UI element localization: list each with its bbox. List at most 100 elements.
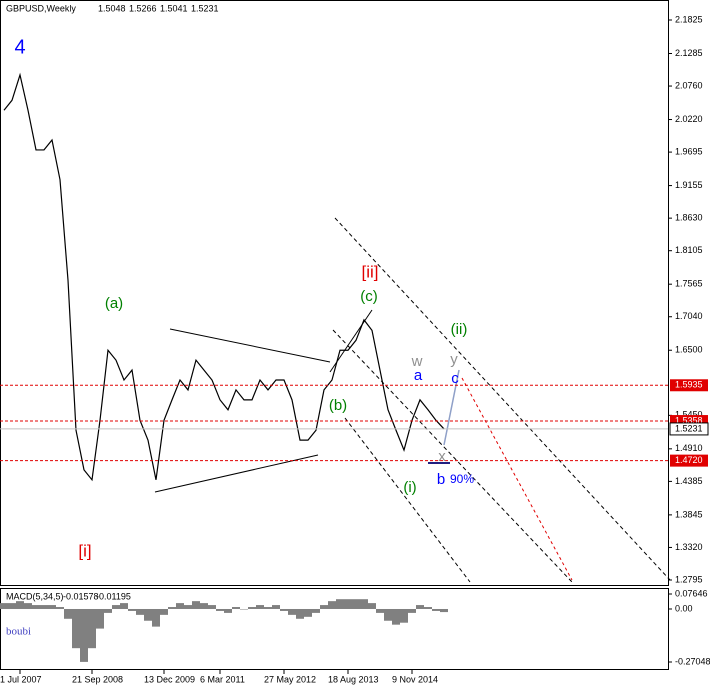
macd-bar	[96, 608, 104, 629]
macd-bar	[392, 608, 400, 625]
y-tick-label: 1.3845	[675, 509, 703, 519]
macd-bar	[88, 608, 96, 649]
macd-bar	[8, 603, 16, 609]
level-label: 1.4720	[675, 455, 703, 465]
wave-label: w	[411, 353, 423, 370]
wave-label: [ii]	[362, 262, 379, 281]
macd-bar	[232, 607, 240, 609]
triangle-line	[154, 454, 319, 493]
macd-title: MACD(5,34,5)	[6, 591, 64, 601]
macd-bar	[344, 599, 352, 609]
y-tick-label: 1.4910	[675, 443, 703, 453]
macd-bar	[272, 605, 280, 609]
y-tick-label: 0.00	[675, 603, 693, 613]
macd-bar	[104, 608, 112, 613]
macd-bar	[328, 601, 336, 609]
y-tick-label: 1.2795	[675, 574, 703, 584]
macd-bar	[136, 608, 144, 615]
wave-label: 4	[14, 36, 25, 58]
macd-bar	[48, 605, 56, 609]
macd-bar	[168, 607, 176, 609]
macd-bar	[432, 608, 440, 611]
y-tick-label: 0.07646	[675, 588, 708, 598]
y-tick-label: 1.6500	[675, 345, 703, 355]
y-tick-label: 1.7040	[675, 311, 703, 321]
projection-line	[461, 377, 573, 581]
y-tick-label: 2.0760	[675, 80, 703, 90]
y-tick-label: 1.8630	[675, 213, 703, 223]
macd-bar	[352, 599, 360, 609]
macd-bar	[152, 608, 160, 627]
current-price-label: 1.5231	[675, 423, 703, 433]
header: GBPUSD,Weekly 1.5048 1.5266 1.5041 1.523…	[6, 3, 219, 637]
y-tick-label: -0.27048	[675, 656, 710, 666]
y-tick-label: 1.7565	[675, 279, 703, 289]
macd-bar	[416, 605, 424, 609]
wave-label: (ii)	[451, 321, 468, 338]
wave-label: x	[438, 448, 446, 465]
macd-bar	[72, 608, 80, 649]
macd-bar	[384, 608, 392, 621]
y-tick-label: 1.3320	[675, 542, 703, 552]
macd-bar	[280, 608, 288, 611]
level-label: 1.5358	[675, 415, 703, 425]
macd-bar	[224, 608, 232, 613]
wave-label: (c)	[360, 288, 378, 305]
triangle-line	[169, 328, 331, 363]
macd-bar	[80, 608, 88, 662]
macd-bar	[120, 603, 128, 609]
macd-bar	[200, 603, 208, 609]
wave-label: 90%	[450, 472, 474, 486]
macd-bar	[264, 607, 272, 609]
macd-bar	[312, 608, 320, 613]
macd-reading: -0.01195	[96, 591, 131, 601]
price-line	[3, 72, 445, 482]
y-tick-label: 1.8105	[675, 245, 703, 255]
wave-label: b	[437, 471, 445, 488]
y-tick-label: 2.1285	[675, 48, 703, 58]
x-tick-label: 1 Jul 2007	[0, 674, 42, 684]
macd-bar	[376, 608, 384, 613]
current-price-box	[669, 422, 709, 436]
level-box	[670, 379, 708, 392]
macd-bar	[184, 605, 192, 609]
macd-bar	[64, 608, 72, 619]
macd-bar	[360, 599, 368, 609]
macd-bar	[16, 601, 24, 609]
macd-bar	[144, 608, 152, 621]
y-tick-label: 2.0220	[675, 114, 703, 124]
indicator-note: boubi	[6, 626, 31, 638]
macd-bar	[240, 608, 248, 610]
channel-line	[332, 329, 573, 583]
macd-bar	[408, 608, 416, 613]
macd-bar	[128, 608, 136, 611]
macd-bar	[24, 603, 32, 609]
close: 1.5231	[191, 3, 219, 13]
price-panel	[0, 0, 669, 586]
wave-label: (i)	[403, 479, 416, 496]
y-tick-label: 1.5450	[675, 410, 703, 420]
macd-bar	[288, 608, 296, 615]
macd-reading: -0.01578	[63, 591, 99, 601]
x-tick-label: 9 Nov 2014	[392, 674, 438, 684]
wave-label: y	[450, 351, 458, 368]
projection-line	[443, 369, 460, 446]
macd-bar	[336, 599, 344, 609]
macd-bar	[32, 605, 40, 609]
level-label: 1.5935	[675, 380, 703, 390]
macd-bar	[256, 605, 264, 609]
x-tick-label: 13 Dec 2009	[144, 674, 195, 684]
macd-bar	[176, 603, 184, 609]
macd-bar	[160, 608, 168, 615]
macd-bar	[296, 608, 304, 619]
wave-label: (a)	[105, 295, 123, 312]
macd-bar	[320, 605, 328, 609]
y-tick-label: 1.4385	[675, 476, 703, 486]
y-tick-label: 1.9695	[675, 146, 703, 156]
x-tick-label: 21 Sep 2008	[72, 674, 123, 684]
x-tick-label: 27 May 2012	[264, 674, 316, 684]
macd-bar	[440, 608, 448, 613]
x-tick-label: 18 Aug 2013	[328, 674, 379, 684]
high: 1.5266	[129, 3, 157, 13]
